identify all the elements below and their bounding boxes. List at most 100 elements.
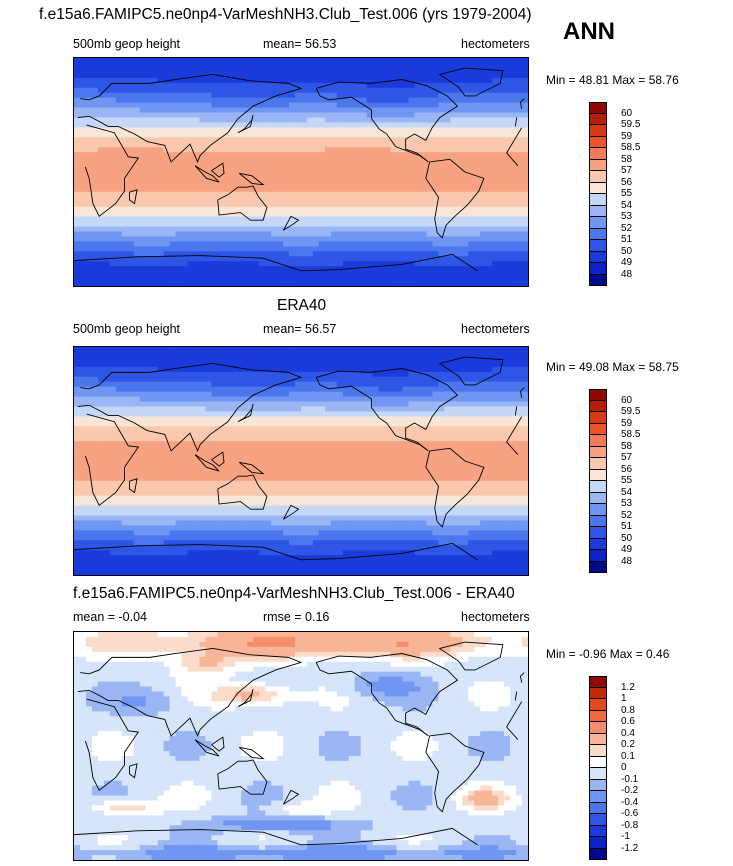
- map-cell: [211, 112, 218, 118]
- map-cell: [127, 396, 135, 402]
- map-cell: [324, 152, 332, 158]
- map-cell: [265, 391, 272, 397]
- colorbar-segment: [589, 251, 607, 263]
- map-cell: [229, 142, 236, 148]
- map-cell: [121, 72, 129, 79]
- map-cell: [438, 186, 445, 193]
- map-cell: [223, 421, 230, 427]
- map-cell: [175, 112, 182, 118]
- map-cell: [456, 426, 463, 432]
- map-cell: [324, 122, 332, 128]
- map-cell: [157, 132, 165, 138]
- map-cell: [157, 137, 165, 143]
- map-cell: [199, 226, 206, 232]
- map-cell: [175, 421, 182, 427]
- map-cell: [193, 381, 200, 388]
- map-cell: [312, 426, 320, 432]
- map-cell: [522, 416, 528, 422]
- map-cell: [324, 401, 332, 407]
- map-cell: [492, 386, 499, 393]
- map-cell: [432, 152, 439, 158]
- map-cell: [217, 406, 224, 412]
- map-cell: [283, 162, 290, 168]
- map-cell: [103, 176, 111, 183]
- map-cell: [504, 112, 511, 118]
- map-cell: [360, 58, 368, 64]
- map-cell: [79, 112, 87, 118]
- map-cell: [486, 256, 493, 262]
- map-cell: [432, 92, 439, 99]
- map-cell: [402, 236, 409, 242]
- map-cell: [366, 206, 374, 213]
- map-cell: [372, 356, 380, 363]
- map-cell: [74, 376, 81, 383]
- map-cell: [127, 92, 135, 99]
- map-cell: [253, 186, 260, 193]
- map-cell: [438, 62, 445, 69]
- map-cell: [306, 137, 314, 143]
- map-cell: [91, 107, 99, 113]
- map-cell: [336, 426, 344, 432]
- map-cell: [199, 211, 206, 218]
- map-cell: [74, 157, 81, 163]
- map-cell: [187, 196, 194, 203]
- map-cell: [97, 206, 105, 213]
- map-cell: [318, 231, 326, 237]
- map-cell: [480, 371, 487, 378]
- map-cell: [372, 431, 380, 437]
- map-cell: [259, 152, 266, 158]
- map-cell: [253, 226, 260, 232]
- map-cell: [145, 431, 153, 437]
- map-cell: [414, 256, 421, 262]
- map-cell: [217, 62, 224, 69]
- map-cell: [74, 97, 81, 104]
- map-cell: [199, 411, 206, 417]
- map-cell: [175, 162, 182, 168]
- map-cell: [145, 386, 153, 393]
- map-cell: [396, 246, 403, 252]
- map-cell: [241, 176, 248, 183]
- map-cell: [402, 356, 409, 363]
- map-cell: [396, 431, 403, 437]
- map-cell: [480, 191, 487, 198]
- map-cell: [205, 246, 212, 252]
- map-cell: [486, 87, 493, 94]
- map-cell: [480, 391, 487, 397]
- map-cell: [480, 381, 487, 388]
- map-cell: [187, 396, 194, 402]
- map-cell: [396, 137, 403, 143]
- map-cell: [522, 58, 528, 64]
- map-cell: [115, 107, 123, 113]
- map-cell: [265, 117, 272, 123]
- map-cell: [223, 231, 230, 237]
- map-cell: [372, 97, 380, 104]
- map-cell: [348, 356, 356, 363]
- map-cell: [271, 276, 278, 282]
- map-cell: [109, 347, 117, 353]
- map-cell: [324, 77, 332, 84]
- map-cell: [145, 196, 153, 203]
- map-cell: [151, 132, 159, 138]
- map-cell: [289, 107, 296, 113]
- map-cell: [277, 381, 284, 388]
- map-cell: [97, 261, 105, 267]
- map-cell: [360, 281, 368, 286]
- map-cell: [127, 436, 135, 442]
- map-cell: [354, 361, 362, 368]
- map-cell: [426, 196, 433, 203]
- map-cell: [277, 137, 284, 143]
- map-cell: [408, 152, 415, 158]
- map-cell: [74, 201, 81, 208]
- map-cell: [504, 221, 511, 227]
- map-cell: [97, 117, 105, 123]
- map-cell: [306, 416, 314, 422]
- map-cell: [384, 122, 392, 128]
- map-cell: [486, 231, 493, 237]
- map-cell: [318, 256, 326, 262]
- map-cell: [139, 67, 147, 74]
- map-cell: [396, 361, 403, 368]
- map-cell: [289, 137, 296, 143]
- map-cell: [283, 347, 290, 353]
- map-cell: [420, 186, 427, 193]
- map-cell: [318, 67, 326, 74]
